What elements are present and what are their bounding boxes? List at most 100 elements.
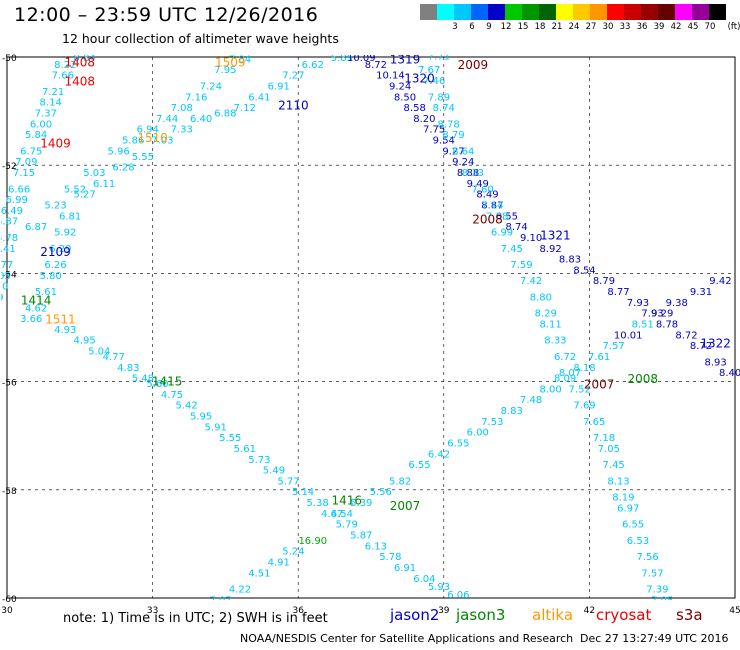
- swh-value: 5.93: [428, 582, 450, 593]
- swh-value: 5.52: [64, 184, 86, 195]
- swh-value: 8.80: [530, 292, 552, 303]
- swh-value: 6.91: [268, 81, 290, 92]
- swh-value: 5.60: [146, 379, 168, 390]
- swh-value: 4.93: [54, 325, 76, 336]
- swh-value: 7.69: [573, 401, 595, 412]
- swh-value: 7.48: [520, 395, 542, 406]
- swh-value: 8.54: [573, 265, 595, 276]
- legend-swatch: [573, 4, 590, 20]
- swh-value: 7.05: [598, 444, 620, 455]
- footer-note: note: 1) Time is in UTC; 2) SWH is in fe…: [63, 611, 328, 626]
- pass-number-label: 1408: [65, 55, 96, 69]
- swh-value: 8.74: [505, 222, 527, 233]
- swh-value: 7.08: [486, 211, 508, 222]
- legend-tick-label: 9: [486, 22, 492, 32]
- swh-value: 9.31: [690, 287, 712, 298]
- swh-value: 9.24: [389, 81, 411, 92]
- swh-value: 5.48: [132, 374, 154, 385]
- swh-value: 5.79: [336, 520, 358, 531]
- swh-value: 8.74: [433, 103, 455, 114]
- swh-value: 7.44: [156, 114, 178, 125]
- swh-value: 5.70: [0, 282, 8, 293]
- swh-value: 7.16: [185, 92, 207, 103]
- swh-value: 5.14: [292, 487, 314, 498]
- swh-value: 9.49: [467, 179, 489, 190]
- swh-value: 9.42: [709, 276, 731, 287]
- lon-tick-label: 39: [438, 606, 450, 616]
- swh-value: 5.95: [190, 411, 212, 422]
- legend-swatch: [590, 4, 607, 20]
- swh-value: 7.46: [423, 76, 445, 87]
- swh-value: 5.61: [35, 287, 57, 298]
- legend-swatch: [488, 4, 505, 20]
- swh-value: 7.08: [171, 103, 193, 114]
- legend-swatch: [505, 4, 522, 20]
- satellite-legend-jason2: jason2: [390, 606, 440, 624]
- lat-tick-label: -60: [2, 595, 17, 605]
- satellite-legend-jason3: jason3: [456, 606, 506, 624]
- swh-value: 9.29: [651, 309, 673, 320]
- swh-value: 5.39: [350, 498, 372, 509]
- swh-value: 7.14: [481, 200, 503, 211]
- swh-value: 6.41: [0, 244, 16, 255]
- legend-tick-label: 18: [534, 22, 546, 32]
- satellite-legend-cryosat: cryosat: [596, 606, 652, 624]
- legend-tick-label: 39: [653, 22, 665, 32]
- pass-number-label: 2006: [176, 640, 207, 650]
- swh-value: 8.72: [690, 341, 712, 352]
- swh-value: 5.82: [389, 476, 411, 487]
- swh-value: 6.13: [365, 541, 387, 552]
- swh-value: 6.88: [214, 109, 236, 120]
- swh-value: 6.75: [20, 146, 42, 157]
- swh-value: 6.29: [49, 244, 71, 255]
- swh-value: 6.04: [413, 574, 435, 585]
- swh-value: 6.06: [447, 590, 469, 601]
- swh-value: 8.72: [675, 330, 697, 341]
- swh-value: 4.91: [268, 558, 290, 569]
- swh-value: 5.55: [219, 433, 241, 444]
- swh-value: 7.12: [234, 103, 256, 114]
- pass-number-label: 2008: [628, 372, 659, 386]
- swh-value: 7.93: [641, 309, 663, 320]
- legend-swatch: [624, 4, 641, 20]
- legend-swatch: [437, 4, 454, 20]
- legend-swatch: [420, 4, 437, 20]
- swh-value: 5.73: [248, 455, 270, 466]
- swh-value: 4.67: [321, 509, 343, 520]
- legend-tick-label: 15: [517, 22, 529, 32]
- swh-value: 8.51: [632, 320, 654, 331]
- swh-value: 7.45: [603, 460, 625, 471]
- swh-value: 10.09: [347, 53, 376, 64]
- legend-tick-label: 6: [469, 22, 475, 32]
- pass-number-label: 2110: [278, 99, 309, 113]
- legend-tick-label: 33: [619, 22, 631, 32]
- legend-unit: (ft): [727, 22, 740, 32]
- swh-value: 10.01: [614, 330, 643, 341]
- swh-value: 8.87: [481, 200, 503, 211]
- swh-value: 16.90: [298, 536, 327, 547]
- swh-value: 7.52: [569, 384, 591, 395]
- pass-number-label: 1319: [390, 53, 421, 67]
- swh-value: 8.18: [573, 363, 595, 374]
- credit-line: NOAA/NESDIS Center for Satellite Applica…: [240, 632, 574, 645]
- legend-tick-label: 36: [636, 22, 648, 32]
- swh-value: 8.77: [607, 287, 629, 298]
- swh-value: 5.23: [44, 200, 66, 211]
- legend-swatch: [522, 4, 539, 20]
- swh-value: 7.93: [627, 298, 649, 309]
- swh-value: 9.10: [520, 233, 542, 244]
- swh-value: 4.51: [248, 568, 270, 579]
- legend-tick-label: 3: [452, 22, 458, 32]
- swh-value: 6.78: [0, 233, 18, 244]
- swh-value: 7.18: [593, 433, 615, 444]
- swh-value: 7.21: [42, 87, 64, 98]
- swh-value: 7.56: [637, 552, 659, 563]
- legend-tick-label: 42: [670, 22, 682, 32]
- swh-value: 5.24: [282, 547, 304, 558]
- lat-tick-label: -58: [2, 487, 17, 497]
- pass-number-label: 1511: [45, 312, 76, 326]
- legend-swatch: [641, 4, 658, 20]
- swh-value: 6.55: [622, 520, 644, 531]
- lat-tick-label: -54: [2, 270, 17, 280]
- swh-value: 8.55: [496, 211, 518, 222]
